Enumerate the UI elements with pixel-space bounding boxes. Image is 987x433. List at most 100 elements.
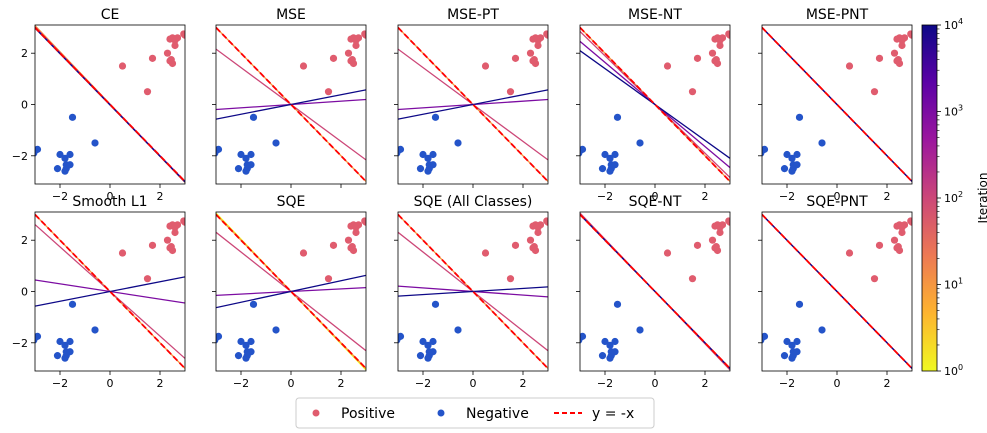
x-tick-label: 0 [470, 377, 477, 390]
negative-point [762, 336, 765, 344]
colorbar-tick-label: 100 [944, 363, 963, 378]
subplot: SQE (All Classes) −2 0 2 [394, 194, 549, 390]
positive-point [362, 31, 366, 39]
positive-point [352, 228, 360, 237]
negative-point [793, 150, 801, 159]
negative-point [601, 337, 609, 346]
positive-point [534, 41, 542, 50]
colorbar-tick-label: 101 [944, 277, 963, 292]
negative-point [606, 341, 614, 349]
plot-area [580, 212, 730, 371]
positive-point [908, 218, 912, 226]
positive-point [693, 54, 702, 62]
x-tick-label: 0 [652, 190, 659, 203]
positive-point [324, 275, 333, 283]
positive-point [329, 54, 338, 62]
negative-point [788, 354, 796, 362]
positive-point [693, 241, 702, 249]
positive-point [299, 62, 308, 70]
positive-point [711, 35, 719, 43]
negative-point [56, 337, 64, 346]
legend: Positive Negative y = -x [295, 397, 655, 429]
negative-point [416, 352, 425, 360]
negative-point [818, 326, 826, 334]
negative-point [56, 150, 64, 159]
positive-point [529, 222, 537, 230]
plot-area [398, 26, 548, 183]
negative-point [419, 337, 427, 346]
negative-point [636, 326, 644, 334]
colorbar-tick-label: 102 [944, 190, 963, 205]
positive-point [329, 241, 338, 249]
positive-point [167, 56, 175, 64]
positive-point [143, 275, 152, 283]
positive-point [708, 49, 717, 57]
positive-point [163, 236, 172, 244]
colorbar-gradient [921, 24, 938, 372]
positive-point [167, 243, 175, 251]
negative-point [416, 165, 425, 173]
plot-area [216, 212, 366, 371]
positive-point [870, 88, 879, 96]
positive-point [118, 249, 127, 257]
negative-point [91, 326, 99, 334]
x-tick-label: 2 [338, 377, 345, 390]
negative-point [580, 149, 583, 157]
positive-point [526, 49, 535, 57]
subplot: MSE-PNT −2 0 2 [758, 7, 913, 203]
negative-point [237, 337, 245, 346]
negative-point [242, 167, 250, 175]
y-tick-label: 0 [21, 286, 28, 299]
positive-point [324, 88, 333, 96]
decision-boundary-line [35, 276, 185, 307]
negative-point [454, 139, 462, 147]
positive-point [898, 41, 906, 50]
x-tick-label: −2 [233, 377, 249, 390]
subplot: MSE-PT [394, 7, 549, 188]
subplot-title: SQE (All Classes) [414, 194, 533, 210]
positive-point [171, 41, 179, 50]
negative-point [613, 300, 622, 308]
decision-boundary-line [580, 214, 730, 369]
positive-point [344, 49, 353, 57]
x-tick-label: −2 [52, 377, 68, 390]
positive-point [347, 222, 355, 230]
negative-point [429, 337, 437, 346]
decision-boundary-line [398, 89, 548, 120]
subplot: MSE-NT −2 0 2 [576, 7, 731, 203]
positive-point [712, 56, 720, 64]
negative-point [53, 165, 62, 173]
legend-positive-label: Positive [341, 406, 395, 422]
negative-point [237, 150, 245, 159]
x-tick-label: 0 [107, 190, 114, 203]
negative-point [783, 337, 791, 346]
positive-point [143, 88, 152, 96]
subplot-title: MSE [276, 7, 306, 23]
negative-point [424, 154, 432, 162]
subplot-title: SQE-PNT [806, 194, 868, 210]
positive-point [870, 275, 879, 283]
x-tick-label: 0 [652, 377, 659, 390]
positive-point [908, 31, 912, 39]
positive-point [166, 222, 174, 230]
x-tick-label: −2 [415, 377, 431, 390]
negative-point [424, 341, 432, 349]
negative-point [247, 150, 255, 159]
subplot-title: MSE-NT [628, 7, 682, 23]
positive-point [506, 88, 515, 96]
subplot: SQE-PNT −2 0 2 [758, 194, 913, 390]
positive-point [163, 49, 172, 57]
positive-point [845, 62, 854, 70]
positive-point [534, 228, 542, 237]
positive-point [716, 41, 724, 50]
plot-area [216, 26, 366, 183]
x-tick-label: 2 [702, 190, 709, 203]
positive-point [511, 54, 520, 62]
negative-point [242, 154, 250, 162]
negative-point [780, 352, 789, 360]
negative-point [762, 149, 765, 157]
negative-point [606, 354, 614, 362]
decision-boundary-line [580, 50, 730, 159]
positive-point [711, 222, 719, 230]
